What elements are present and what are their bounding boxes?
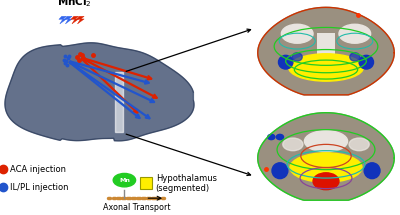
Polygon shape bbox=[258, 113, 394, 200]
Text: Axonal Transport: Axonal Transport bbox=[103, 203, 171, 212]
Ellipse shape bbox=[339, 24, 371, 43]
Circle shape bbox=[276, 134, 284, 140]
Bar bbox=[115, 72, 123, 132]
Bar bbox=[317, 33, 335, 59]
Ellipse shape bbox=[288, 54, 364, 81]
Ellipse shape bbox=[278, 55, 293, 69]
Text: -1.49: -1.49 bbox=[364, 199, 392, 209]
Polygon shape bbox=[5, 43, 194, 141]
Text: MnCl$_2$: MnCl$_2$ bbox=[57, 0, 92, 9]
Text: IL/PL injection: IL/PL injection bbox=[10, 183, 68, 192]
Ellipse shape bbox=[281, 24, 313, 43]
Ellipse shape bbox=[304, 131, 348, 152]
Ellipse shape bbox=[350, 53, 360, 61]
Text: -0.7: -0.7 bbox=[371, 93, 392, 103]
Polygon shape bbox=[71, 16, 79, 24]
Ellipse shape bbox=[272, 163, 288, 179]
Ellipse shape bbox=[292, 53, 302, 61]
Polygon shape bbox=[64, 16, 72, 24]
Ellipse shape bbox=[290, 153, 362, 182]
Polygon shape bbox=[258, 7, 394, 95]
Polygon shape bbox=[59, 16, 66, 24]
Bar bbox=[140, 177, 152, 189]
Ellipse shape bbox=[283, 138, 303, 151]
Text: ACA injection: ACA injection bbox=[10, 165, 66, 174]
Ellipse shape bbox=[349, 138, 369, 151]
Polygon shape bbox=[76, 16, 84, 24]
Circle shape bbox=[113, 174, 136, 187]
Ellipse shape bbox=[364, 163, 380, 179]
Ellipse shape bbox=[313, 173, 339, 190]
Ellipse shape bbox=[359, 55, 374, 69]
Text: Hypothalamus
(segmented): Hypothalamus (segmented) bbox=[156, 174, 217, 193]
Circle shape bbox=[268, 134, 275, 140]
Text: Mn: Mn bbox=[119, 178, 130, 183]
